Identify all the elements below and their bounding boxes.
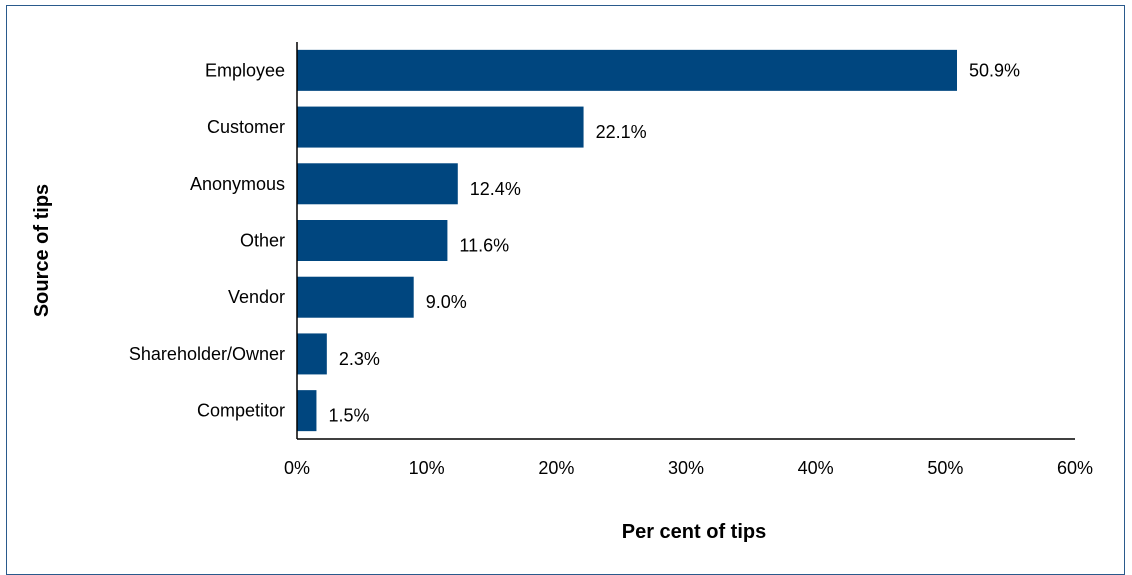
bar-competitor bbox=[297, 390, 317, 432]
bars-group bbox=[297, 49, 958, 432]
chart-frame bbox=[6, 5, 1125, 575]
bar-anonymous bbox=[297, 163, 458, 205]
y-axis-title: Source of tips bbox=[31, 184, 53, 317]
category-label: Employee bbox=[205, 60, 285, 80]
x-tick-labels-group: 0% 10% 20% 30% 40% 50% 60% bbox=[284, 458, 1093, 478]
value-label: 11.6% bbox=[459, 236, 509, 256]
bar-customer bbox=[297, 106, 584, 148]
value-label: 1.5% bbox=[328, 406, 369, 426]
category-label: Anonymous bbox=[190, 174, 285, 194]
value-label: 50.9% bbox=[969, 60, 1020, 80]
value-label: 22.1% bbox=[596, 122, 647, 142]
x-axis-title: Per cent of tips bbox=[622, 521, 766, 543]
value-label: 12.4% bbox=[470, 179, 521, 199]
x-tick-label: 20% bbox=[538, 458, 574, 478]
bar-vendor bbox=[297, 276, 414, 318]
x-tick-label: 60% bbox=[1057, 458, 1093, 478]
x-tick-label: 40% bbox=[798, 458, 834, 478]
x-tick-label: 50% bbox=[927, 458, 963, 478]
bar-employee bbox=[297, 49, 958, 91]
category-labels-group: Employee Customer Anonymous Other Vendor Shar… bbox=[129, 60, 285, 420]
category-label: Competitor bbox=[197, 401, 285, 421]
bar-shareholder-owner bbox=[297, 333, 327, 375]
category-label: Vendor bbox=[228, 287, 285, 307]
x-tick-label: 0% bbox=[284, 458, 310, 478]
value-label: 2.3% bbox=[339, 349, 380, 369]
value-label: 9.0% bbox=[426, 292, 467, 312]
value-labels-group: 50.9% 22.1% 12.4% 11.6% 9.0% 2.3% 1.5% bbox=[328, 60, 1020, 425]
category-label: Shareholder/Owner bbox=[129, 344, 285, 364]
category-label: Other bbox=[240, 231, 285, 251]
bar-other bbox=[297, 220, 448, 261]
category-label: Customer bbox=[207, 117, 285, 137]
x-tick-label: 30% bbox=[668, 458, 704, 478]
x-tick-label: 10% bbox=[409, 458, 445, 478]
